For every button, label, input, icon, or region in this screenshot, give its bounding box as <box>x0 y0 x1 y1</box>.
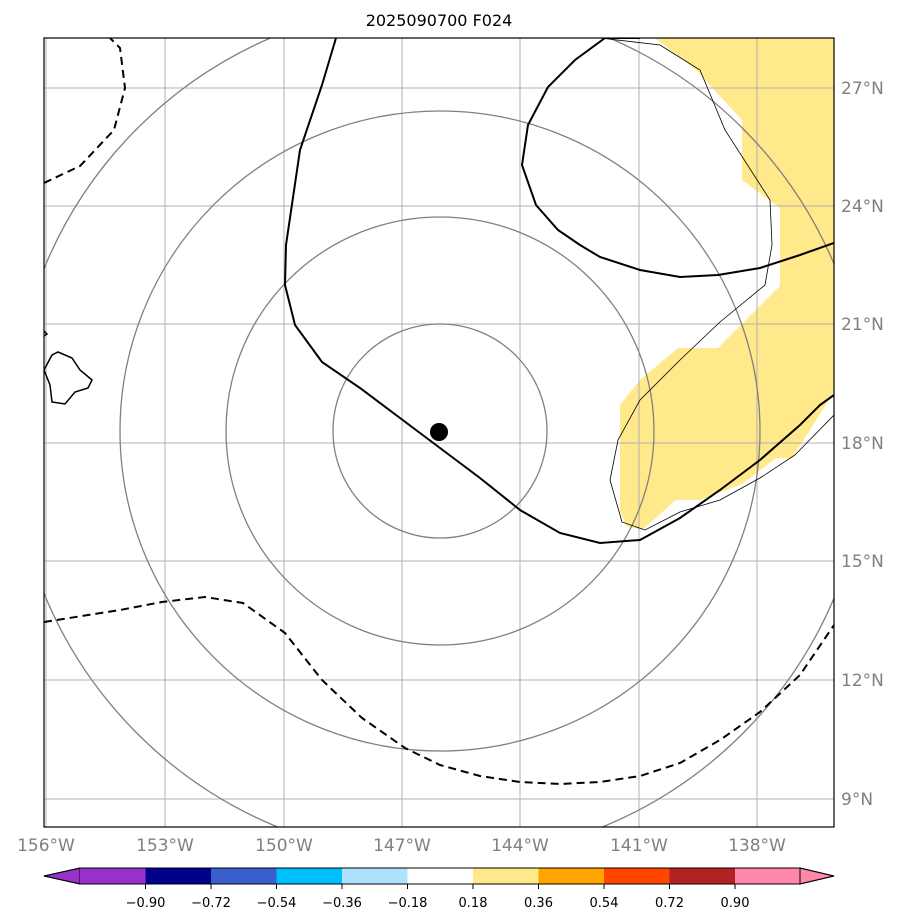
longitude-labels: 156°W 153°W 150°W 147°W 144°W 141°W 138°… <box>17 836 786 856</box>
colorbar-tick-label: 0.18 <box>459 896 488 911</box>
lat-label-21n: 21°N <box>841 315 884 335</box>
map-area <box>44 38 834 827</box>
colorbar-segment <box>342 868 408 884</box>
hawaii-island-coastline <box>44 351 93 405</box>
colorbar-tick-label: −0.72 <box>191 896 231 911</box>
lat-label-12n: 12°N <box>841 671 884 691</box>
lon-label-156w: 156°W <box>17 836 75 856</box>
colorbar-outline <box>43 867 835 885</box>
colorbar-segment <box>669 868 735 884</box>
colorbar-tick-label: −0.36 <box>322 896 362 911</box>
colorbar-segment <box>473 868 539 884</box>
colorbar-extend-right <box>799 867 835 885</box>
lon-label-147w: 147°W <box>373 836 431 856</box>
colorbar-segment <box>276 868 342 884</box>
contour-ring-1 <box>332 323 548 539</box>
lon-label-150w: 150°W <box>255 836 313 856</box>
colorbar: −0.90 −0.72 −0.54 −0.36 −0.18 0.18 0.36 … <box>43 867 835 911</box>
colorbar-segment <box>211 868 277 884</box>
colorbar-tick-label: −0.90 <box>126 896 166 911</box>
colorbar-segment <box>145 868 211 884</box>
thin-region-outline <box>599 38 834 531</box>
lat-label-15n: 15°N <box>841 552 884 572</box>
lon-label-153w: 153°W <box>136 836 194 856</box>
colorbar-extend-left <box>43 867 81 885</box>
lat-label-24n: 24°N <box>841 197 884 217</box>
concentric-contours <box>44 38 834 827</box>
colorbar-tick-label: 0.54 <box>590 896 619 911</box>
map-frame <box>43 37 835 828</box>
lat-label-27n: 27°N <box>841 79 884 99</box>
lon-label-144w: 144°W <box>491 836 549 856</box>
colorbar-tick-marks <box>145 884 736 889</box>
dashed-contour-northwest <box>44 38 127 184</box>
lon-label-141w: 141°W <box>610 836 668 856</box>
contour-ring-3 <box>119 110 761 752</box>
coastline-fragment <box>44 330 49 337</box>
colorbar-segment <box>407 868 473 884</box>
colorbar-segment <box>604 868 670 884</box>
storm-center-marker <box>430 423 448 441</box>
black-contour-west <box>283 38 834 545</box>
positive-anomaly-shading <box>620 38 834 530</box>
colorbar-segment <box>80 868 146 884</box>
colorbar-tick-label: −0.54 <box>257 896 297 911</box>
map-title: 2025090700 F024 <box>366 11 513 30</box>
lat-label-18n: 18°N <box>841 434 884 454</box>
lon-label-138w: 138°W <box>728 836 786 856</box>
contour-ring-2 <box>225 216 655 646</box>
colorbar-segment <box>735 868 800 884</box>
colorbar-tick-label: 0.72 <box>655 896 684 911</box>
latitude-labels: 27°N 24°N 21°N 18°N 15°N 12°N 9°N <box>841 79 884 810</box>
gridlines <box>44 38 834 827</box>
colorbar-tick-label: 0.36 <box>524 896 553 911</box>
black-contour-northeast <box>520 38 834 279</box>
colorbar-tick-label: 0.90 <box>721 896 750 911</box>
dashed-contour-south <box>44 595 834 786</box>
colorbar-segment <box>538 868 604 884</box>
lat-label-9n: 9°N <box>841 790 873 810</box>
colorbar-tick-label: −0.18 <box>388 896 428 911</box>
